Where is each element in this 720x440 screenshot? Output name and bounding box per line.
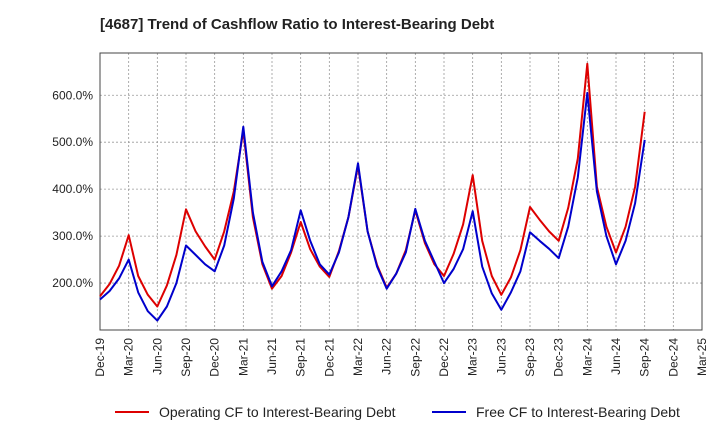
series-line-free-cf <box>99 91 646 322</box>
x-tick-label: Sep-24 <box>638 338 652 377</box>
x-tick-label: Dec-19 <box>93 338 107 377</box>
x-tick-label: Sep-21 <box>294 338 308 377</box>
legend-swatch-operating-cf <box>115 411 149 413</box>
x-tick-label: Jun-24 <box>609 338 623 375</box>
x-tick-label: Dec-20 <box>208 338 222 377</box>
legend-swatch-free-cf <box>432 411 466 413</box>
plot-frame <box>99 52 703 331</box>
x-tick-label: Jun-20 <box>150 338 164 375</box>
x-tick-label: Mar-22 <box>351 338 365 376</box>
x-tick-label: Jun-21 <box>265 338 279 375</box>
x-tick-label: Jun-22 <box>380 338 394 375</box>
x-tick-label: Sep-20 <box>179 338 193 377</box>
x-tick-label: Mar-20 <box>122 338 136 376</box>
y-tick-label: 500.0% <box>52 135 93 149</box>
y-axis-tick-labels: 200.0% 300.0% 400.0% 500.0% 600.0% <box>52 88 93 290</box>
y-tick-label: 300.0% <box>52 229 93 243</box>
x-tick-label: Mar-24 <box>580 338 594 376</box>
x-tick-label: Dec-21 <box>322 338 336 377</box>
x-tick-label: Mar-25 <box>695 338 709 376</box>
line-chart: 200.0% 300.0% 400.0% 500.0% 600.0% Dec-19 Mar… <box>52 52 709 377</box>
series-line-operating-cf <box>99 62 646 308</box>
chart-title: [4687] Trend of Cashflow Ratio to Intere… <box>100 16 495 33</box>
legend-label-operating-cf: Operating CF to Interest-Bearing Debt <box>159 404 396 420</box>
x-tick-label: Mar-23 <box>466 338 480 376</box>
y-tick-label: 200.0% <box>52 276 93 290</box>
x-tick-label: Sep-23 <box>523 338 537 377</box>
legend-item-operating-cf: Operating CF to Interest-Bearing Debt <box>115 404 396 420</box>
x-tick-label: Mar-21 <box>236 338 250 376</box>
x-tick-label: Dec-22 <box>437 338 451 377</box>
x-axis-tick-labels: Dec-19 Mar-20 Jun-20 Sep-20 Dec-20 Mar-21 Jun-… <box>93 338 709 377</box>
legend-label-free-cf: Free CF to Interest-Bearing Debt <box>476 404 680 420</box>
y-tick-label: 400.0% <box>52 182 93 196</box>
legend: Operating CF to Interest-Bearing Debt Fr… <box>0 404 720 426</box>
x-tick-label: Dec-24 <box>666 338 680 377</box>
x-tick-label: Jun-23 <box>494 338 508 375</box>
grid-lines <box>99 53 703 330</box>
x-tick-label: Sep-22 <box>408 338 422 377</box>
legend-item-free-cf: Free CF to Interest-Bearing Debt <box>432 404 680 420</box>
x-tick-label: Dec-23 <box>552 338 566 377</box>
y-tick-label: 600.0% <box>52 88 93 102</box>
series-lines <box>99 62 646 322</box>
